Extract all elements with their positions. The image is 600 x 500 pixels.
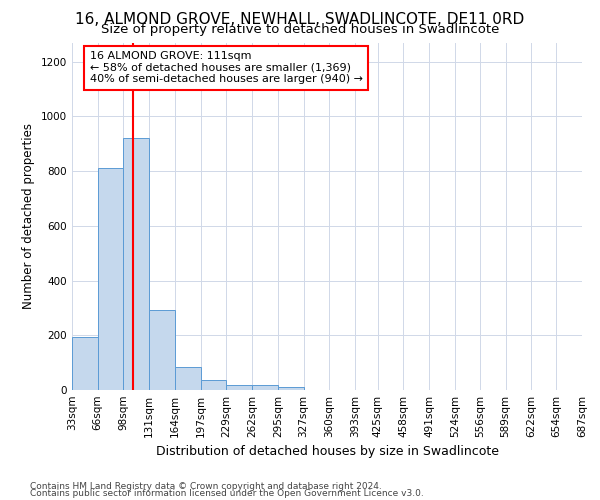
Bar	[124, 138, 149, 390]
Text: 16, ALMOND GROVE, NEWHALL, SWADLINCOTE, DE11 0RD: 16, ALMOND GROVE, NEWHALL, SWADLINCOTE, …	[76, 12, 524, 28]
Bar	[226, 384, 252, 390]
Text: Contains public sector information licensed under the Open Government Licence v3: Contains public sector information licen…	[30, 489, 424, 498]
Y-axis label: Number of detached properties: Number of detached properties	[22, 123, 35, 309]
Bar	[200, 380, 226, 390]
Bar	[278, 386, 304, 390]
Text: Contains HM Land Registry data © Crown copyright and database right 2024.: Contains HM Land Registry data © Crown c…	[30, 482, 382, 491]
Bar	[252, 385, 278, 390]
Bar	[149, 310, 175, 390]
X-axis label: Distribution of detached houses by size in Swadlincote: Distribution of detached houses by size …	[155, 446, 499, 458]
Bar	[98, 168, 124, 390]
Text: Size of property relative to detached houses in Swadlincote: Size of property relative to detached ho…	[101, 22, 499, 36]
Text: 16 ALMOND GROVE: 111sqm
← 58% of detached houses are smaller (1,369)
40% of semi: 16 ALMOND GROVE: 111sqm ← 58% of detache…	[90, 51, 363, 84]
Bar	[72, 337, 98, 390]
Bar	[175, 366, 200, 390]
